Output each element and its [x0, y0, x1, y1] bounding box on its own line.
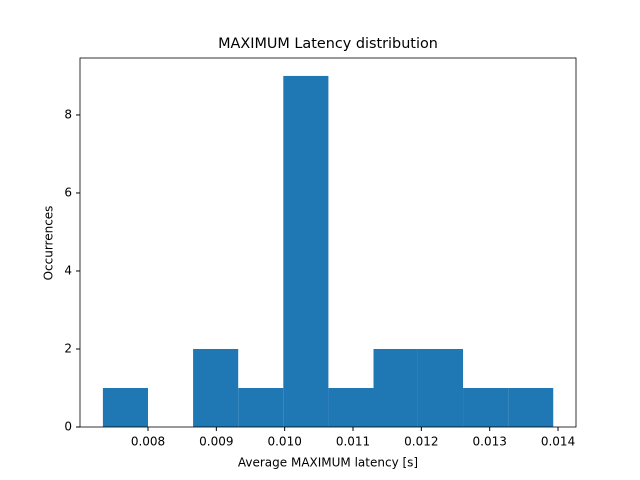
y-tick-label: 2 — [64, 341, 72, 355]
bar — [328, 387, 374, 427]
bar — [283, 75, 329, 427]
bar — [373, 348, 418, 427]
x-tick-label: 0.013 — [473, 435, 507, 449]
y-tick-label: 4 — [64, 263, 72, 277]
bar — [102, 387, 148, 427]
bar — [508, 387, 554, 427]
y-tick-label: 8 — [64, 107, 72, 121]
bar — [238, 387, 284, 427]
x-axis-label: Average MAXIMUM latency [s] — [238, 456, 418, 470]
x-tick-label: 0.012 — [404, 435, 438, 449]
x-tick-label: 0.008 — [131, 435, 165, 449]
y-tick-label: 6 — [64, 185, 72, 199]
bar — [417, 348, 464, 427]
x-tick-label: 0.014 — [541, 435, 575, 449]
bar — [463, 387, 509, 427]
chart-title: MAXIMUM Latency distribution — [218, 36, 438, 52]
plot-frame — [79, 57, 577, 428]
x-tick-label: 0.009 — [199, 435, 233, 449]
x-tick-label: 0.010 — [267, 435, 301, 449]
y-tick-label: 0 — [64, 420, 72, 434]
x-tick-label: 0.011 — [336, 435, 370, 449]
bar — [193, 348, 239, 427]
y-axis-label: Occurrences — [42, 206, 56, 281]
